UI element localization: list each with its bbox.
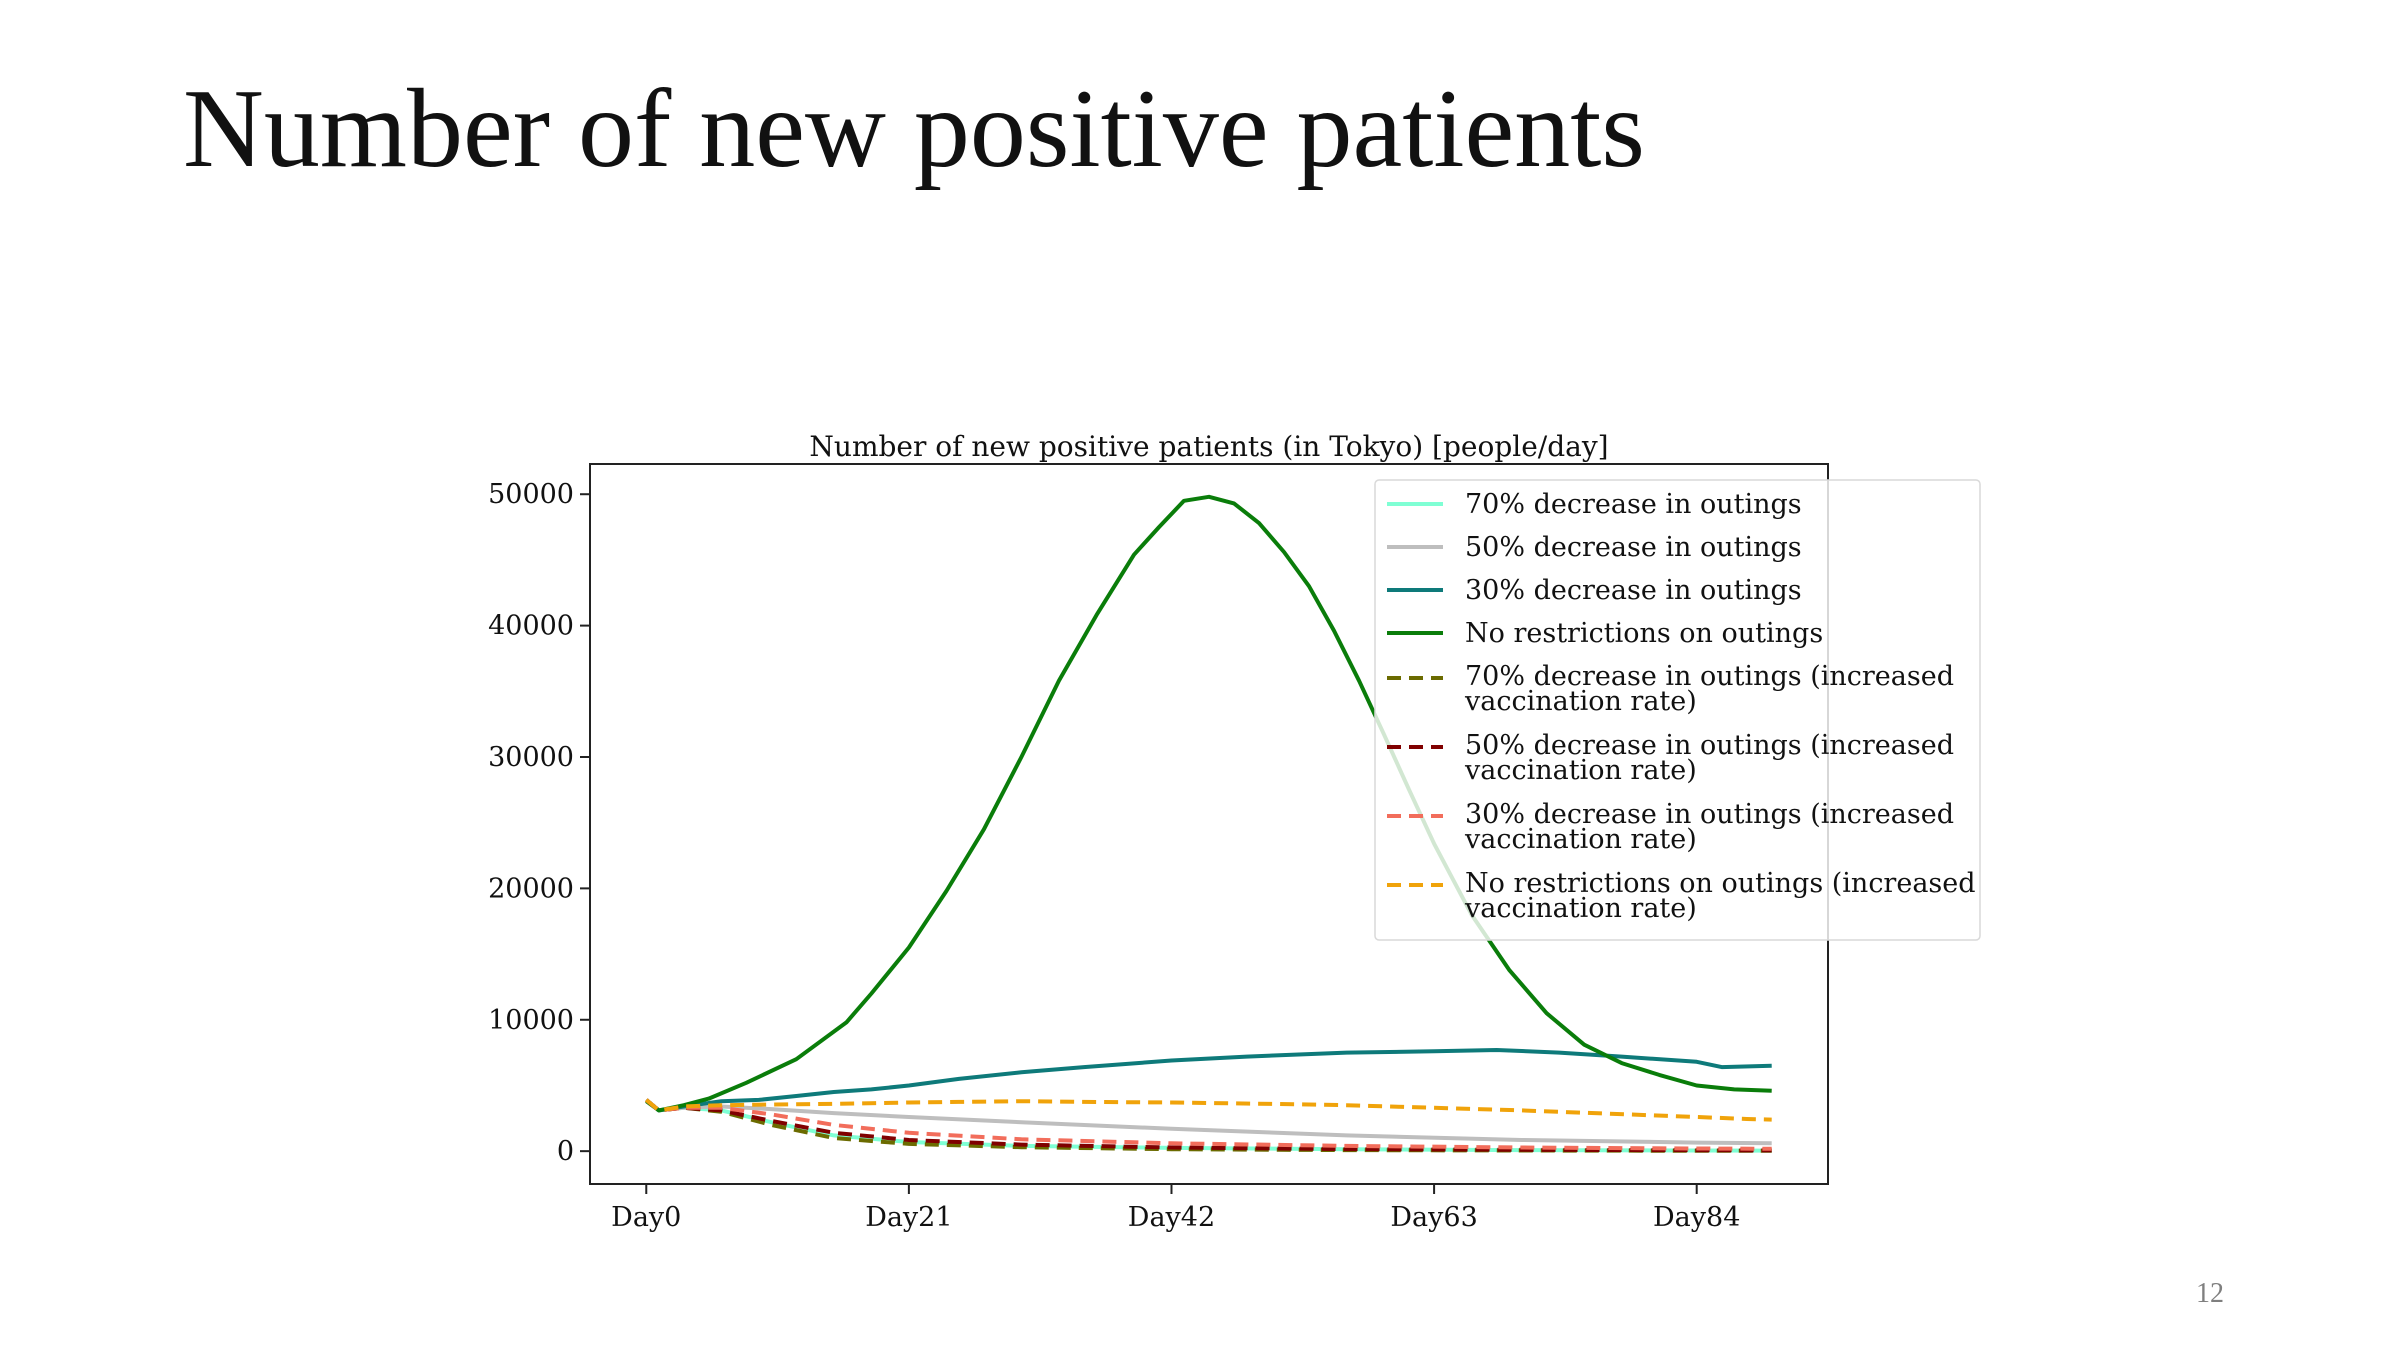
page-number: 12: [2196, 1278, 2224, 1309]
legend-label-1: 70% decrease in outings: [1465, 489, 1802, 520]
series-line-6: [645, 1098, 1772, 1153]
y-axis: 0 10000 20000 30000 40000 50000: [488, 479, 590, 1167]
series-line-4: [645, 494, 1772, 1113]
chart-title: Number of new positive patients (in Toky…: [809, 430, 1608, 463]
y-tick-label: 10000: [488, 1005, 574, 1036]
x-tick-label: Day42: [1128, 1202, 1215, 1233]
y-tick-label: 0: [557, 1136, 574, 1167]
legend-label-2: 50% decrease in outings: [1465, 532, 1802, 563]
legend-label-4: No restrictions on outings: [1465, 618, 1823, 649]
legend-label-5: 70% decrease in outings (increased vaccin…: [1464, 661, 1954, 717]
legend-box: [1374, 479, 1981, 941]
x-tick-label: Day84: [1653, 1202, 1740, 1233]
legend-label-8: No restrictions on outings (increased vac…: [1464, 868, 1976, 924]
series-line-8: [645, 1098, 1772, 1122]
y-tick-label: 50000: [488, 479, 574, 510]
series-line-7: [645, 1098, 1772, 1151]
x-tick-label: Day21: [865, 1202, 952, 1233]
y-tick-label: 20000: [488, 873, 574, 904]
series-lines: [645, 494, 1772, 1153]
legend-label-6: 50% decrease in outings (increased vaccin…: [1464, 730, 1954, 786]
x-tick-label: Day63: [1390, 1202, 1477, 1233]
slide-title: Number of new positive patients: [183, 67, 1645, 191]
y-tick-label: 30000: [488, 742, 574, 773]
legend-label-7: 30% decrease in outings (increased vaccin…: [1464, 799, 1954, 855]
x-tick-label: Day0: [611, 1202, 681, 1233]
series-line-2: [645, 1098, 1772, 1146]
series-line-3: [645, 1048, 1772, 1113]
y-tick-label: 40000: [488, 611, 574, 642]
legend: 70% decrease in outings 50% decrease in o…: [1374, 479, 1981, 941]
legend-label-3: 30% decrease in outings: [1465, 575, 1802, 606]
x-axis: Day0 Day21 Day42 Day63 Day84: [611, 1184, 1740, 1233]
